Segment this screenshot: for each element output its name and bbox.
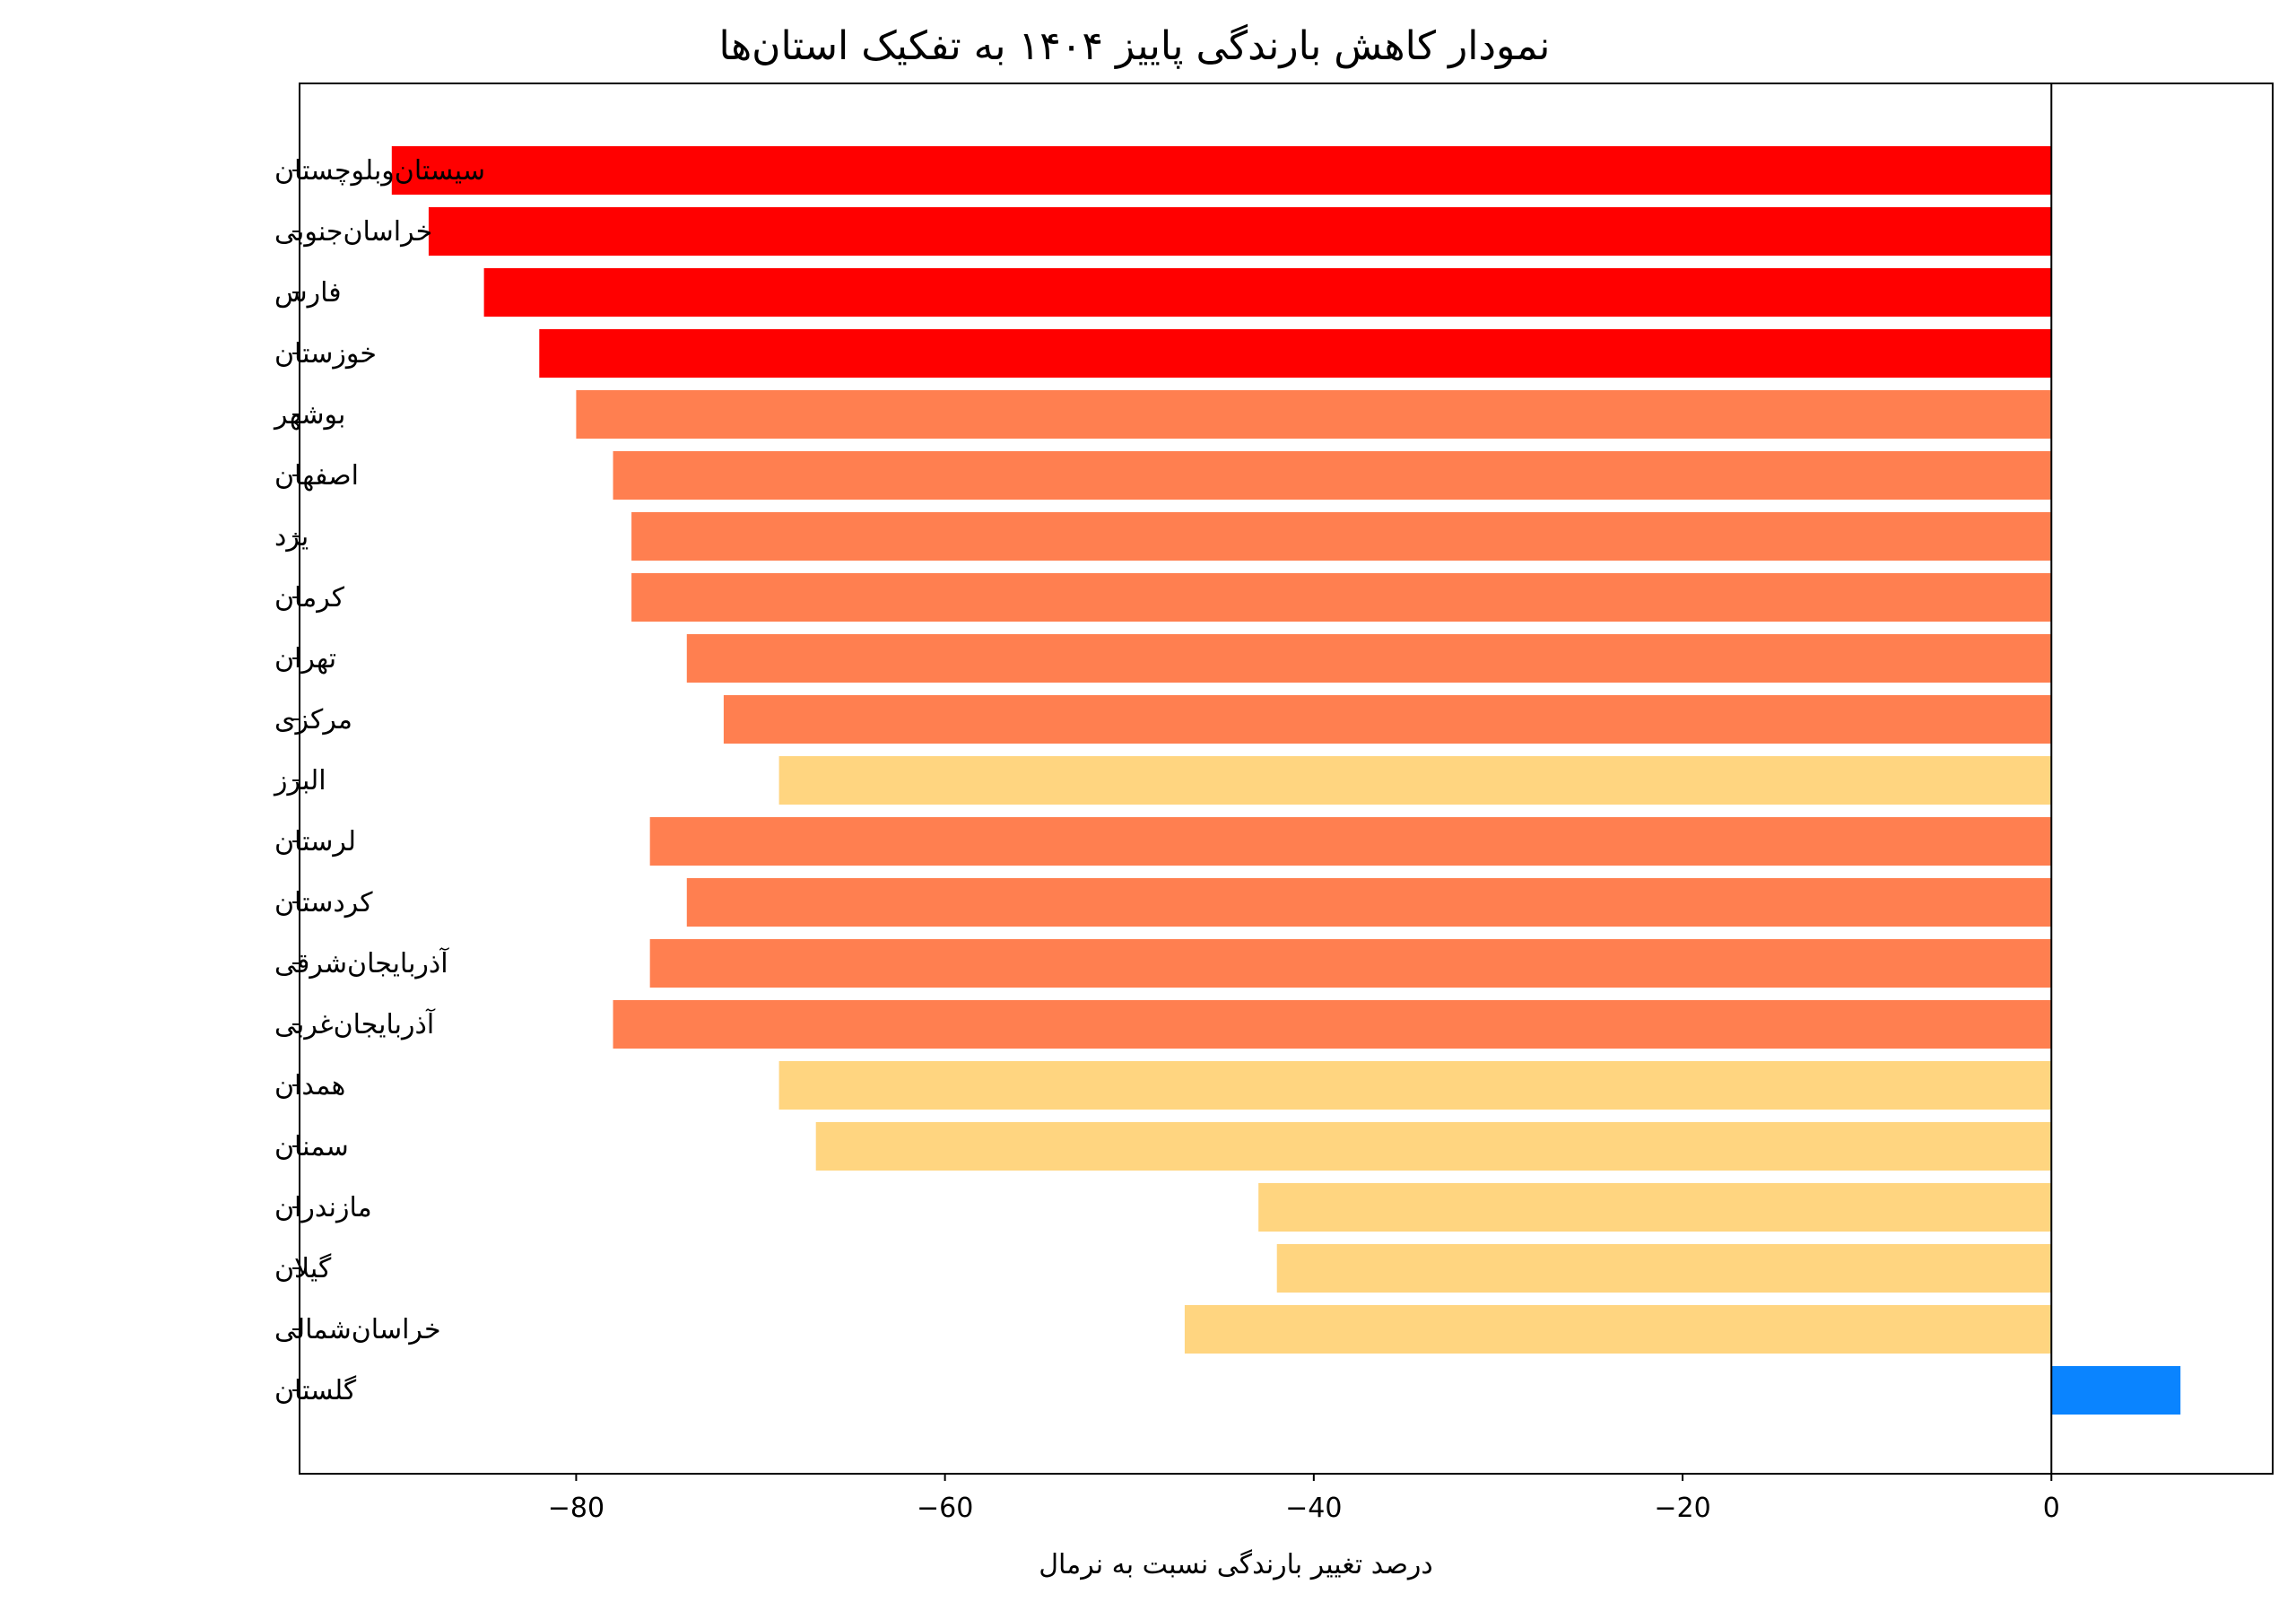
bar — [723, 695, 2052, 744]
bar — [613, 451, 2052, 500]
category-label: فارس — [274, 277, 342, 309]
category-label: آذربایجان‌شرقی — [274, 947, 449, 979]
bar — [778, 1061, 2052, 1110]
x-axis-ticks: −80 −60 −40 −20 0 — [548, 1474, 2060, 1524]
x-tick-label: −80 — [548, 1493, 604, 1524]
bar — [686, 634, 2052, 683]
bar — [631, 573, 2052, 622]
category-label: خراسان‌جنوبی — [274, 216, 432, 248]
category-label: اصفهان — [274, 460, 359, 492]
category-label: سمنان — [274, 1131, 349, 1162]
category-label: آذربایجان‌غربی — [274, 1008, 436, 1040]
category-label: لرستان — [274, 826, 356, 858]
category-label: تهران — [274, 643, 336, 675]
bar — [649, 939, 2052, 988]
category-label: مرکزی — [274, 704, 352, 736]
plot-frame — [299, 83, 2274, 1475]
bar — [1258, 1183, 2052, 1232]
x-tick-label: −40 — [1285, 1493, 1342, 1524]
category-label: گیلان — [274, 1253, 332, 1284]
bar — [649, 817, 2052, 866]
bars-group — [391, 146, 2181, 1415]
category-label: همدان — [274, 1070, 345, 1101]
x-tick-label: −60 — [917, 1493, 973, 1524]
bar — [613, 1000, 2052, 1049]
bar — [391, 146, 2052, 195]
bar — [778, 756, 2052, 805]
bar — [2051, 1366, 2181, 1415]
bar — [428, 207, 2052, 256]
category-label: کردستان — [274, 887, 373, 919]
x-tick-label: 0 — [2043, 1493, 2060, 1524]
bar — [686, 878, 2052, 927]
category-label: یزد — [274, 521, 309, 553]
bar — [576, 390, 2052, 439]
bar — [1184, 1305, 2052, 1354]
category-label: بوشهر — [273, 399, 345, 431]
x-axis-label: درصد تغییر بارندگی نسبت به نرمال — [1039, 1549, 1433, 1580]
bar — [815, 1122, 2052, 1171]
chart-title: نمودار کاهش بارندگی پاییز ۱۴۰۴ به تفکیک … — [719, 23, 1551, 69]
bar — [483, 268, 2052, 317]
category-label: گلستان — [274, 1375, 357, 1406]
bar — [631, 512, 2052, 561]
category-label: خوزستان — [274, 338, 377, 370]
category-label: کرمان — [274, 582, 345, 614]
category-labels: سیستان‌وبلوچستان خراسان‌جنوبی فارس خوزستان ب… — [273, 155, 485, 1406]
bar — [539, 329, 2052, 378]
category-label: خراسان‌شمالی — [274, 1314, 441, 1345]
category-label: سیستان‌وبلوچستان — [274, 155, 485, 187]
x-tick-label: −20 — [1654, 1493, 1710, 1524]
category-label: مازندران — [274, 1192, 372, 1223]
bar — [1276, 1244, 2052, 1293]
